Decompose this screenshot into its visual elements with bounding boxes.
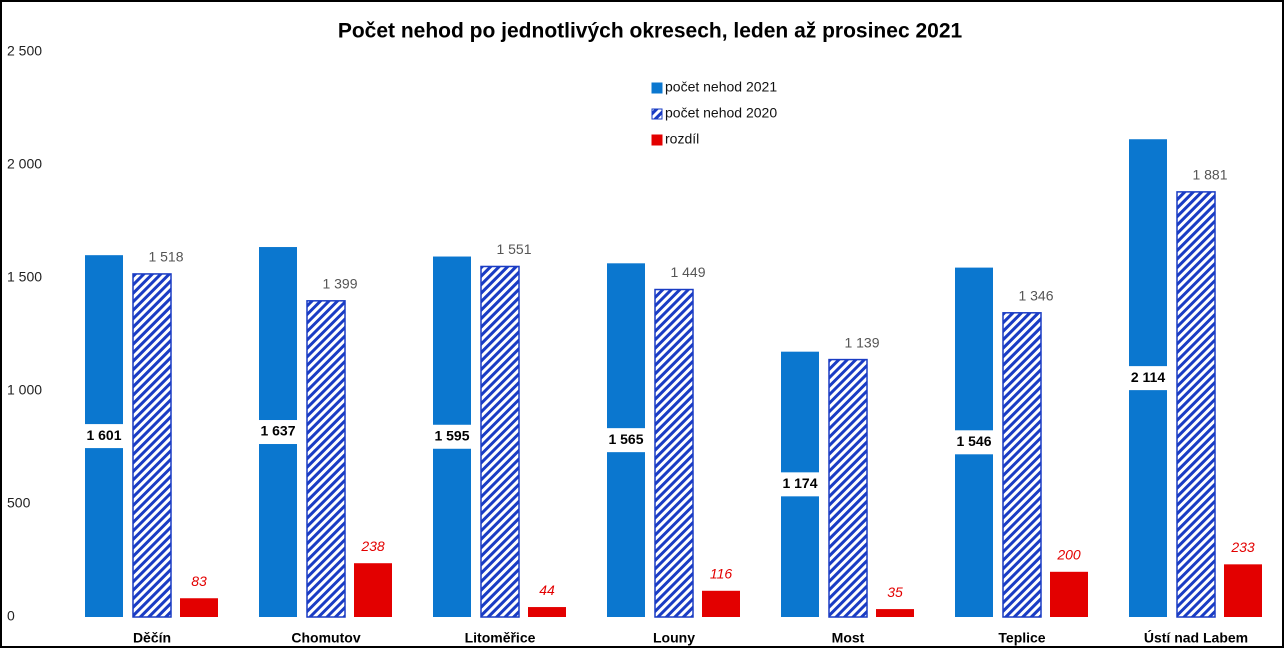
data-label: 200 — [1056, 547, 1081, 563]
data-label: 1 546 — [956, 433, 991, 449]
data-label: 238 — [360, 538, 385, 554]
data-label: 1 399 — [322, 276, 357, 292]
data-label: 44 — [539, 582, 555, 598]
data-label: 1 881 — [1192, 167, 1227, 183]
label-box — [949, 430, 999, 455]
bar — [480, 265, 520, 618]
bar — [528, 607, 566, 617]
data-label: 83 — [191, 573, 207, 589]
data-label: 1 565 — [608, 431, 643, 447]
label-box — [79, 424, 129, 449]
legend-swatch — [651, 108, 663, 120]
legend-swatch — [651, 82, 663, 94]
data-label: 1 518 — [148, 249, 183, 265]
bar — [1050, 571, 1088, 617]
data-label: 35 — [887, 584, 903, 600]
y-tick-label: 2 000 — [7, 156, 42, 172]
y-tick-label: 500 — [7, 495, 31, 511]
data-label: 116 — [710, 565, 733, 581]
bar — [702, 590, 740, 617]
label-box — [775, 472, 825, 497]
legend-label: počet nehod 2020 — [665, 105, 777, 121]
data-label: 2 114 — [1131, 369, 1165, 385]
label-box — [427, 424, 477, 449]
bar — [180, 598, 218, 617]
x-tick-label: Teplice — [998, 630, 1045, 646]
bar — [828, 358, 868, 618]
bar — [654, 288, 694, 618]
label-box — [1123, 366, 1173, 391]
data-label: 1 595 — [434, 427, 469, 443]
data-label: 1 174 — [782, 475, 817, 491]
data-label: 1 551 — [496, 241, 531, 257]
legend-label: rozdíl — [665, 131, 699, 147]
bar — [132, 273, 172, 618]
data-label: 1 601 — [86, 427, 121, 443]
data-label: 1 449 — [670, 264, 705, 280]
x-tick-label: Louny — [653, 630, 695, 646]
label-box — [253, 420, 303, 445]
x-tick-label: Děčín — [133, 630, 171, 646]
y-tick-label: 2 500 — [7, 43, 42, 59]
bar — [306, 300, 346, 618]
bar — [354, 563, 392, 617]
legend-swatch — [651, 134, 663, 146]
y-tick-label: 1 000 — [7, 382, 42, 398]
label-box — [601, 428, 651, 453]
data-label: 233 — [1230, 539, 1255, 555]
chart-title: Počet nehod po jednotlivých okresech, le… — [338, 20, 963, 43]
bar — [1002, 312, 1042, 618]
y-tick-label: 1 500 — [7, 269, 42, 285]
bar — [876, 609, 914, 617]
bar — [1176, 191, 1216, 618]
bar — [1224, 564, 1262, 617]
x-tick-label: Chomutov — [291, 630, 360, 646]
x-tick-label: Most — [832, 630, 865, 646]
x-tick-label: Litoměřice — [465, 630, 536, 646]
x-tick-label: Ústí nad Labem — [1144, 629, 1248, 646]
data-label: 1 637 — [260, 423, 295, 439]
legend-label: počet nehod 2021 — [665, 79, 777, 95]
data-label: 1 346 — [1018, 288, 1053, 304]
data-label: 1 139 — [844, 334, 879, 350]
y-tick-label: 0 — [7, 608, 15, 624]
